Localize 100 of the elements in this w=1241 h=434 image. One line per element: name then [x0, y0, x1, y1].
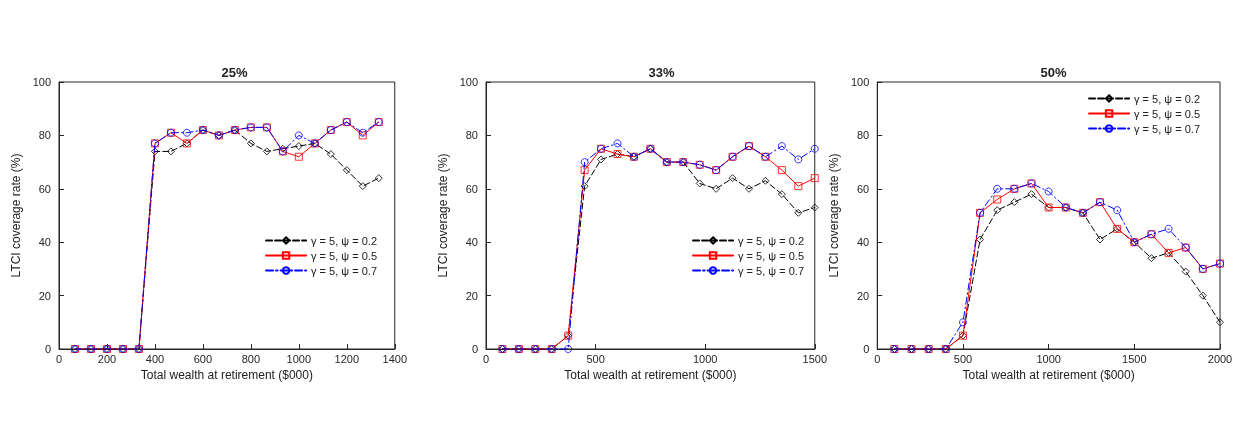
y-tick-label: 20: [38, 289, 51, 302]
x-tick-label: 1500: [802, 352, 828, 365]
y-tick-label: 60: [465, 182, 478, 195]
point: [1198, 291, 1207, 300]
y-axis-title: LTCI coverage rate (%): [8, 153, 23, 278]
y-tick-label: 60: [857, 182, 870, 195]
point: [761, 176, 770, 185]
x-tick-label: 500: [953, 352, 973, 365]
x-tick-label: 1000: [286, 352, 312, 365]
y-tick-label: 40: [857, 236, 870, 249]
point: [262, 147, 271, 156]
legend-label: γ = 5, ψ = 0.5: [311, 249, 377, 262]
point: [810, 144, 819, 153]
point: [167, 147, 175, 156]
point: [777, 190, 786, 199]
y-tick-label: 0: [471, 343, 478, 355]
point: [959, 318, 967, 327]
point: [1113, 206, 1122, 215]
y-axis-title: LTCI coverage rate (%): [827, 153, 841, 278]
point: [597, 155, 605, 164]
x-tick-label: 600: [193, 352, 213, 365]
point: [993, 195, 1002, 204]
point: [1044, 187, 1053, 196]
point: [246, 139, 255, 148]
y-tick-label: 80: [38, 129, 51, 142]
x-tick-label: 2000: [1207, 352, 1233, 365]
chart-title: 50%: [1040, 65, 1067, 80]
point: [810, 174, 819, 183]
point: [794, 182, 803, 191]
point: [326, 150, 335, 158]
point: [695, 179, 704, 188]
y-tick-label: 80: [857, 129, 870, 142]
x-tick-label: 1400: [382, 352, 408, 365]
y-tick-label: 60: [38, 182, 51, 195]
y-tick-label: 100: [32, 76, 51, 88]
chart-title: 25%: [221, 65, 248, 80]
point: [1181, 267, 1190, 276]
y-tick-label: 40: [38, 236, 51, 249]
point: [294, 131, 303, 140]
x-tick-label: 500: [586, 352, 605, 365]
x-tick-label: 0: [482, 352, 490, 365]
point: [342, 166, 351, 175]
x-tick-label: 0: [874, 352, 881, 365]
point: [613, 139, 622, 148]
x-tick-label: 1200: [334, 352, 360, 365]
point: [1216, 318, 1224, 327]
point: [810, 203, 819, 212]
point: [580, 158, 589, 166]
x-axis-title: Total wealth at retirement ($000): [140, 367, 313, 382]
x-tick-label: 800: [241, 352, 261, 365]
y-axis-title: LTCI coverage rate (%): [435, 153, 450, 278]
x-tick-label: 400: [145, 352, 165, 365]
point: [580, 182, 589, 191]
y-tick-label: 40: [465, 236, 478, 249]
point: [183, 128, 191, 137]
point: [294, 142, 303, 150]
point: [993, 206, 1002, 215]
point: [580, 166, 589, 175]
legend-label: γ = 5, ψ = 0.2: [311, 234, 377, 247]
point: [358, 182, 367, 191]
point: [1096, 235, 1104, 244]
point: [976, 235, 984, 244]
y-tick-label: 0: [44, 343, 51, 355]
legend-label: γ = 5, ψ = 0.5: [738, 249, 804, 262]
point: [777, 166, 786, 175]
point: [993, 184, 1002, 193]
point: [794, 155, 803, 164]
point: [151, 147, 159, 156]
x-axis-title: Total wealth at retirement ($000): [564, 367, 737, 382]
point: [745, 184, 753, 193]
legend-label: γ = 5, ψ = 0.5: [1134, 107, 1200, 120]
point: [1010, 198, 1019, 207]
y-tick-label: 20: [857, 289, 870, 302]
legend-label: γ = 5, ψ = 0.7: [311, 264, 377, 277]
point: [778, 142, 786, 150]
point: [1147, 254, 1156, 263]
point: [1164, 224, 1173, 233]
y-tick-label: 20: [465, 289, 478, 302]
x-tick-label: 0: [55, 352, 63, 365]
point: [294, 152, 303, 161]
x-tick-label: 1000: [692, 352, 718, 365]
point: [712, 184, 721, 193]
legend-label: γ = 5, ψ = 0.2: [738, 234, 804, 247]
point: [564, 345, 573, 353]
y-tick-label: 100: [459, 76, 478, 88]
legend-label: γ = 5, ψ = 0.7: [738, 264, 804, 277]
y-tick-label: 0: [863, 343, 870, 355]
y-tick-label: 80: [465, 129, 478, 142]
point: [374, 174, 383, 183]
point: [1027, 190, 1036, 199]
chart-title: 33%: [648, 65, 675, 80]
legend-label: γ = 5, ψ = 0.7: [1134, 122, 1200, 135]
point: [794, 208, 803, 217]
x-tick-label: 1000: [1036, 352, 1061, 365]
x-tick-label: 200: [97, 352, 117, 365]
legend-label: γ = 5, ψ = 0.2: [1134, 92, 1200, 105]
x-tick-label: 1500: [1122, 352, 1147, 365]
y-tick-label: 100: [850, 76, 870, 88]
point: [728, 174, 737, 183]
x-axis-title: Total wealth at retirement ($000): [962, 367, 1135, 382]
